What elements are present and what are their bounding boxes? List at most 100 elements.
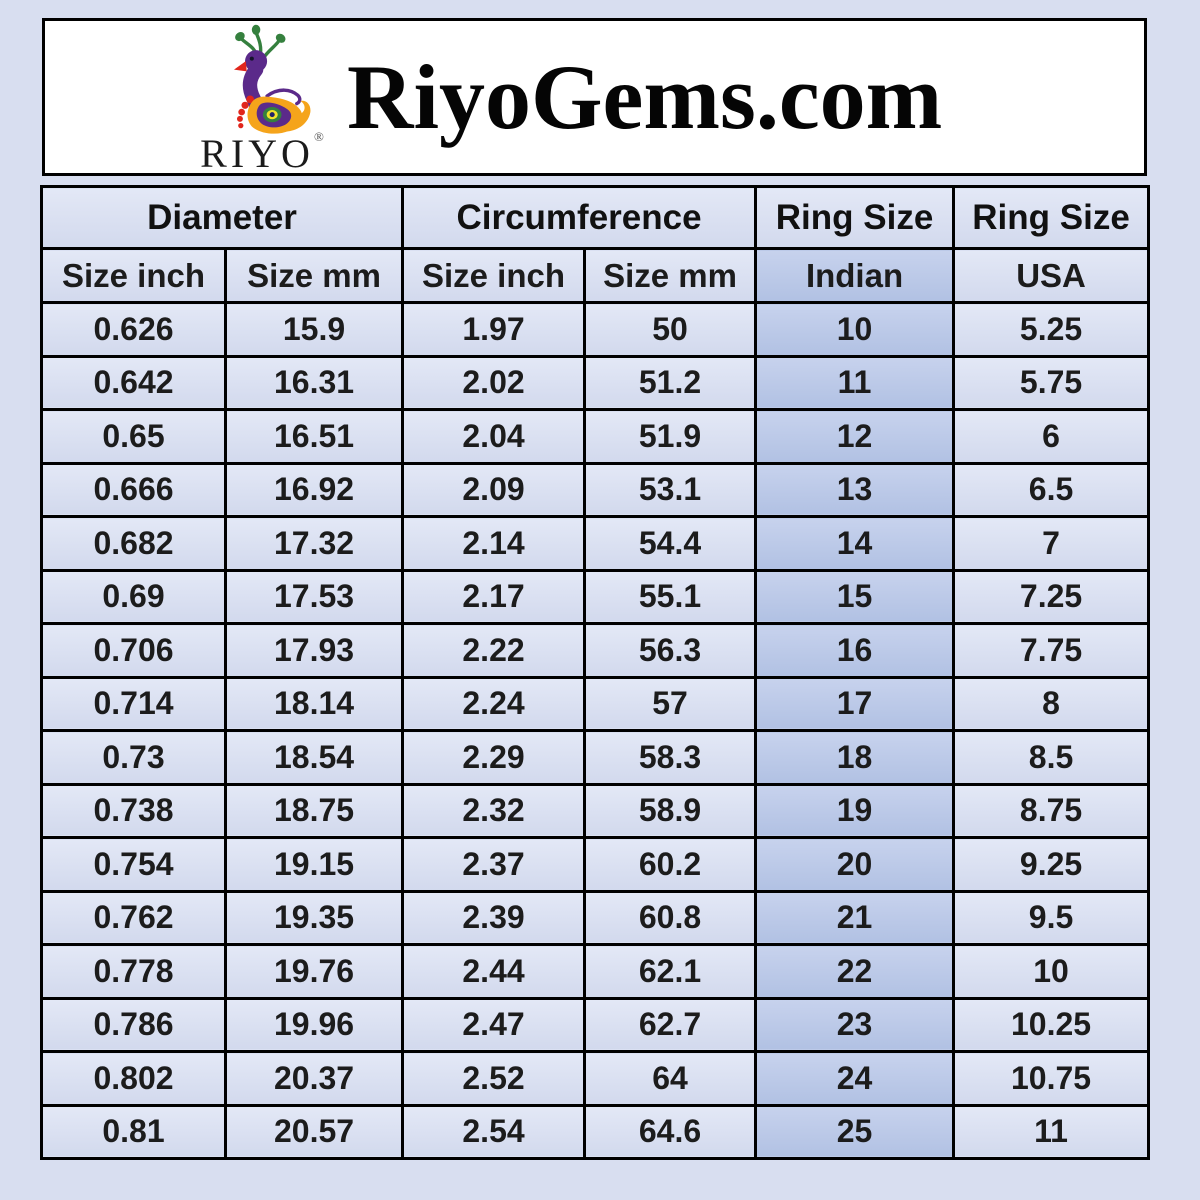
table-cell: 16.31 (223, 354, 405, 411)
table-cell: 17 (754, 675, 956, 732)
subheader-diameter-size-inch: Size inch (40, 247, 227, 304)
table-cell: 0.778 (40, 943, 227, 1000)
table-row: 0.762 19.35 2.39 60.8 21 9.5 (40, 889, 1151, 946)
table-cell: 11 (754, 354, 956, 411)
table-cell: 8 (952, 675, 1151, 732)
table-cell: 2.37 (401, 836, 587, 893)
table-cell: 62.1 (583, 943, 758, 1000)
table-cell: 13 (754, 461, 956, 518)
table-cell: 18.14 (223, 675, 405, 732)
table-cell: 20.57 (223, 1103, 405, 1160)
table-cell: 7.25 (952, 568, 1151, 625)
subheader-circumference-size-mm: Size mm (583, 247, 758, 304)
table-cell: 0.714 (40, 675, 227, 732)
table-cell: 2.54 (401, 1103, 587, 1160)
table-cell: 19.15 (223, 836, 405, 893)
table-row: 0.626 15.9 1.97 50 10 5.25 (40, 301, 1151, 358)
table-cell: 51.2 (583, 354, 758, 411)
table-cell: 60.2 (583, 836, 758, 893)
table-body: 0.626 15.9 1.97 50 10 5.25 0.642 16.31 2.02 51.2 1… (40, 301, 1151, 1160)
table-cell: 0.738 (40, 782, 227, 839)
table-cell: 0.81 (40, 1103, 227, 1160)
table-cell: 55.1 (583, 568, 758, 625)
table-row: 0.666 16.92 2.09 53.1 13 6.5 (40, 461, 1151, 518)
table-cell: 10.25 (952, 996, 1151, 1053)
table-row: 0.73 18.54 2.29 58.3 18 8.5 (40, 729, 1151, 786)
table-row: 0.65 16.51 2.04 51.9 12 6 (40, 408, 1151, 465)
table-cell: 7 (952, 515, 1151, 572)
table-cell: 50 (583, 301, 758, 358)
table-cell: 2.22 (401, 622, 587, 679)
table-cell: 16.92 (223, 461, 405, 518)
table-row: 0.69 17.53 2.17 55.1 15 7.25 (40, 568, 1151, 625)
table-cell: 20 (754, 836, 956, 893)
subheader-indian: Indian (754, 247, 956, 304)
table-cell: 8.75 (952, 782, 1151, 839)
peacock-icon (234, 24, 311, 134)
table-cell: 24 (754, 1050, 956, 1107)
table-row: 0.802 20.37 2.52 64 24 10.75 (40, 1050, 1151, 1107)
table-cell: 19.35 (223, 889, 405, 946)
table-cell: 12 (754, 408, 956, 465)
header-banner: RIYO® RiyoGems.com (42, 18, 1147, 176)
table-cell: 2.24 (401, 675, 587, 732)
logo-brand-text: RIYO (200, 130, 314, 176)
table-cell: 0.762 (40, 889, 227, 946)
table-cell: 19.76 (223, 943, 405, 1000)
table-row: 0.682 17.32 2.14 54.4 14 7 (40, 515, 1151, 572)
table-cell: 0.682 (40, 515, 227, 572)
table-cell: 62.7 (583, 996, 758, 1053)
table-cell: 0.626 (40, 301, 227, 358)
table-cell: 6 (952, 408, 1151, 465)
subheader-usa: USA (952, 247, 1151, 304)
table-cell: 2.39 (401, 889, 587, 946)
table-row: 0.754 19.15 2.37 60.2 20 9.25 (40, 836, 1151, 893)
table-cell: 11 (952, 1103, 1151, 1160)
table-cell: 17.53 (223, 568, 405, 625)
table-cell: 15 (754, 568, 956, 625)
subheader-diameter-size-mm: Size mm (223, 247, 405, 304)
table-cell: 6.5 (952, 461, 1151, 518)
registered-trademark: ® (313, 128, 324, 144)
table-row: 0.778 19.76 2.44 62.1 22 10 (40, 943, 1151, 1000)
column-group-diameter: Diameter (39, 185, 405, 250)
column-group-header-row: Diameter Circumference Ring Size Ring Si… (39, 185, 1151, 250)
table-cell: 9.5 (952, 889, 1151, 946)
table-cell: 57 (583, 675, 758, 732)
table-cell: 9.25 (952, 836, 1151, 893)
table-row: 0.81 20.57 2.54 64.6 25 11 (40, 1103, 1151, 1160)
table-cell: 18 (754, 729, 956, 786)
table-row: 0.706 17.93 2.22 56.3 16 7.75 (40, 622, 1151, 679)
subheader-circumference-size-inch: Size inch (401, 247, 587, 304)
column-group-ring-size-indian: Ring Size (754, 185, 956, 250)
logo-wordmark: RIYO® (200, 128, 324, 174)
table-cell: 22 (754, 943, 956, 1000)
table-cell: 14 (754, 515, 956, 572)
table-cell: 16 (754, 622, 956, 679)
table-cell: 15.9 (223, 301, 405, 358)
table-cell: 0.754 (40, 836, 227, 893)
table-cell: 0.666 (40, 461, 227, 518)
table-cell: 10 (952, 943, 1151, 1000)
table-cell: 7.75 (952, 622, 1151, 679)
table-cell: 17.93 (223, 622, 405, 679)
table-row: 0.738 18.75 2.32 58.9 19 8.75 (40, 782, 1151, 839)
table-cell: 0.802 (40, 1050, 227, 1107)
table-cell: 2.47 (401, 996, 587, 1053)
ring-size-table: Diameter Circumference Ring Size Ring Si… (39, 185, 1151, 1160)
table-cell: 54.4 (583, 515, 758, 572)
table-cell: 18.54 (223, 729, 405, 786)
table-cell: 2.32 (401, 782, 587, 839)
table-cell: 25 (754, 1103, 956, 1160)
table-cell: 0.69 (40, 568, 227, 625)
table-cell: 2.14 (401, 515, 587, 572)
table-cell: 2.52 (401, 1050, 587, 1107)
table-cell: 2.04 (401, 408, 587, 465)
table-cell: 23 (754, 996, 956, 1053)
table-cell: 5.25 (952, 301, 1151, 358)
table-cell: 56.3 (583, 622, 758, 679)
table-cell: 18.75 (223, 782, 405, 839)
table-row: 0.786 19.96 2.47 62.7 23 10.25 (40, 996, 1151, 1053)
column-group-circumference: Circumference (401, 185, 758, 250)
